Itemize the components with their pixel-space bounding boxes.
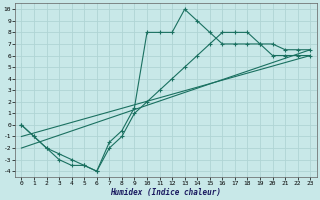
X-axis label: Humidex (Indice chaleur): Humidex (Indice chaleur) [110, 188, 221, 197]
